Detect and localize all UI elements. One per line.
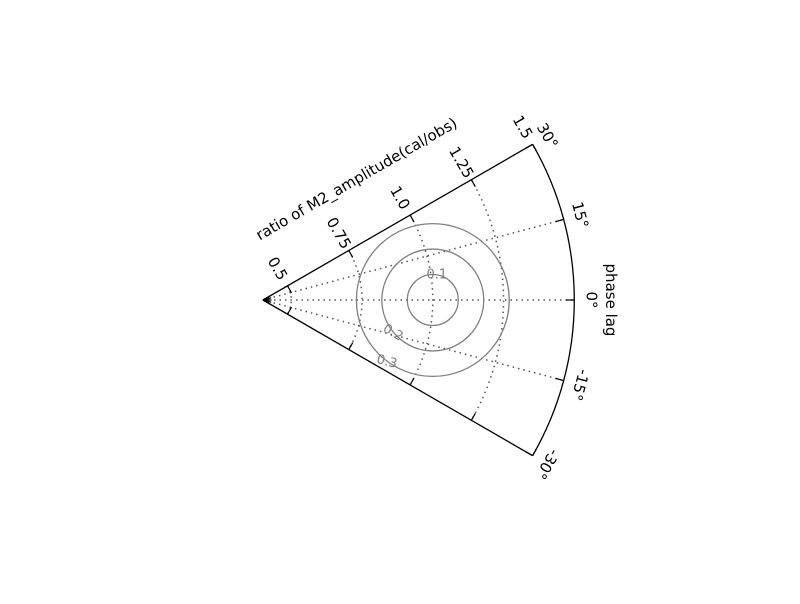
label-layer: 30° 15° 0° -15° -30° 0.5 0.75 1.0 1.25 1.5 ratio o…	[253, 112, 620, 482]
contour-0.2	[381, 248, 485, 352]
grid-radial-3	[262, 299, 564, 382]
contour-label-0.3: 0.3	[375, 352, 399, 372]
theta-tick-inner-4	[262, 299, 271, 305]
r-tick-bottom-4	[532, 448, 538, 456]
r-tick-top-2	[409, 214, 415, 223]
grid-arc-2	[409, 214, 434, 386]
r-axis-title: ratio of M2_amplitude(cal/obs)	[253, 114, 461, 245]
grid-arc-1	[348, 250, 363, 350]
r-tick-top-4	[532, 144, 538, 152]
edge-bottom	[262, 299, 533, 457]
theta-axis-title: phase lag	[602, 264, 620, 337]
contour-label-0.1: 0.1	[426, 268, 447, 283]
r-tick-label-3: 1.25	[445, 143, 477, 181]
grid-layer	[262, 179, 575, 421]
grid-arc-3	[470, 179, 505, 421]
contour-label-0.2: 0.2	[380, 321, 405, 344]
r-tick-bottom-3	[470, 413, 476, 421]
contour-layer: 0.1 0.2 0.3	[355, 222, 510, 378]
tick-layer	[262, 143, 575, 457]
r-tick-top-1	[348, 250, 354, 258]
contour-0.1	[406, 273, 459, 327]
theta-tick-label-3: -15°	[567, 367, 593, 403]
r-tick-label-2: 1.0	[386, 183, 414, 213]
r-tick-label-0: 0.5	[264, 254, 292, 284]
theta-tick-0	[524, 143, 533, 150]
theta-tick-label-4: -30°	[532, 446, 564, 483]
theta-tick-label-1: 15°	[568, 200, 592, 230]
theta-tick-4	[524, 450, 533, 457]
theta-tick-label-0: 30°	[533, 120, 562, 152]
r-tick-bottom-0	[286, 306, 293, 315]
edge-top	[262, 143, 533, 301]
r-tick-label-1: 0.75	[323, 214, 355, 252]
r-tick-bottom-1	[348, 342, 354, 350]
r-tick-label-4: 1.5	[509, 112, 537, 142]
theta-tick-3	[555, 377, 564, 382]
r-tick-top-3	[470, 179, 476, 187]
theta-tick-1	[555, 218, 564, 223]
theta-tick-label-2: 0°	[582, 291, 600, 308]
contour-0.3	[355, 222, 510, 378]
r-tick-bottom-2	[409, 377, 415, 386]
r-tick-top-0	[286, 285, 293, 294]
grid-radial-1	[262, 218, 564, 301]
